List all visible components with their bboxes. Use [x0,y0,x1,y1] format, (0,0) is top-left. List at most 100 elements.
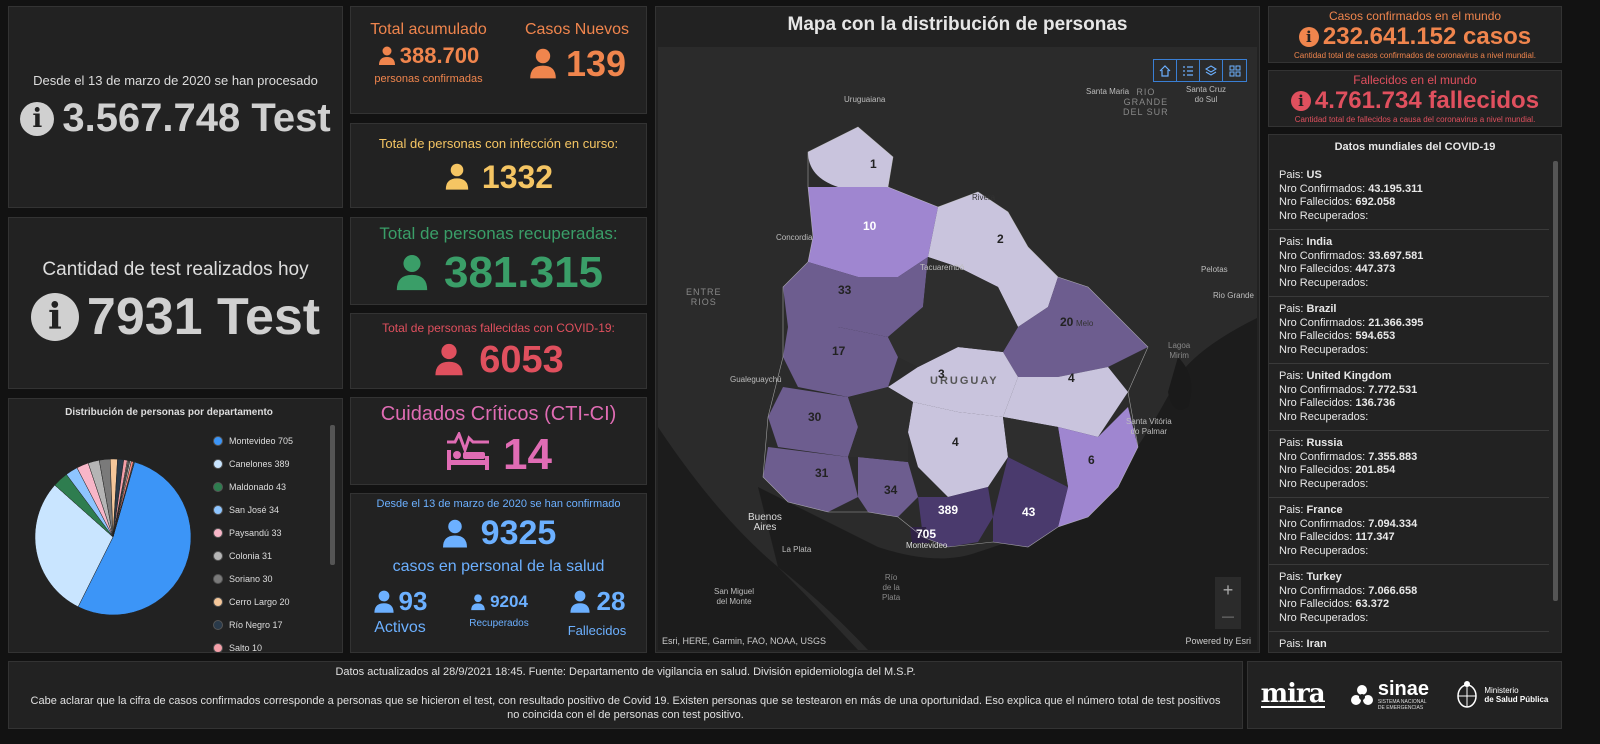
dept-value-san-jose: 34 [884,483,898,497]
place-uruguaiana: Uruguaiana [844,95,886,104]
world-deaths-value: Nro Fallecidos: 136.736 [1279,397,1396,409]
legend-label: Salto 10 [229,642,263,653]
cti-panel: Cuidados Críticos (CTI-CI) 14 [350,397,647,485]
legend-item[interactable]: Río Negro 17 [213,613,325,636]
legend-item[interactable]: Salto 10 [213,636,325,653]
legend-item[interactable]: Canelones 389 [213,452,325,475]
legend-swatch [213,504,223,515]
world-recovered-value: Nro Recuperados: [1279,544,1369,557]
pie-title: Distribución de personas por departament… [65,407,273,418]
dept-value-cerro-largo: 20 [1060,315,1074,329]
pie-slice-canelones[interactable] [34,484,114,608]
world-list-panel: Datos mundiales del COVID-19 Pais: US Nro… [1268,134,1562,653]
place-entre-rios: ENTRE RIOS [686,287,722,307]
dept-montevideo [910,527,930,543]
deaths-value: 6053 [479,338,564,381]
place-san-miguel: San Miguel del Monte [714,587,755,606]
dept-durazno [888,347,1018,417]
basemap-gallery-icon[interactable] [1223,60,1246,81]
world-list[interactable]: Pais: US Nro Confirmados: 43.195.311 Nro F… [1269,163,1549,652]
pie-slice-montevideo[interactable] [77,461,192,616]
map-attribution[interactable]: Esri, HERE, Garmin, FAO, NOAA, USGS [662,636,827,646]
legend-item[interactable]: Soriano 30 [213,567,325,590]
dept-value-artigas: 1 [870,157,877,171]
hospital-bed-icon [445,430,491,477]
world-list-scrollbar[interactable] [1553,161,1558,601]
place-montevideo: Montevideo [906,541,948,550]
world-recovered-value: Nro Recuperados: [1279,209,1369,222]
health-staff-panel: Desde el 13 de marzo de 2020 se han conf… [350,493,647,653]
world-deaths-value: Nro Fallecidos: 447.373 [1279,263,1396,275]
world-list-item[interactable]: Pais: Turkey Nro Confirmados: 7.066.658 Nr… [1269,565,1549,632]
world-deaths-panel: Fallecidos en el mundo i 4.761.734 falle… [1268,70,1562,127]
legend-label: Maldonado 43 [229,481,287,492]
dept-value-paysandu: 33 [838,283,852,297]
active-value: 1332 [481,158,554,195]
legend-swatch [213,596,223,607]
place-rio-de-la-plata: Río de la Plata [882,573,901,602]
health-total-value: 9325 [480,514,557,552]
legend-swatch [213,573,223,584]
info-icon: i [30,293,79,341]
place-gualeguaychu: Gualeguaychú [730,375,782,384]
dept-value-treinta-y-tres: 4 [1068,371,1075,385]
health-since-label: Desde el 13 de marzo de 2020 se han conf… [376,498,621,510]
country-label: URUGUAY [930,375,999,387]
legend-item[interactable]: Cerro Largo 20 [213,590,325,613]
home-icon[interactable] [1154,60,1177,81]
legend-label: Río Negro 17 [229,619,283,630]
health-sub-label: casos en personal de la salud [392,558,605,575]
legend-swatch [213,642,223,652]
place-la-plata: La Plata [782,545,812,554]
map-panel: Mapa con la distribución de personas [655,6,1260,653]
zoom-in-button[interactable]: + [1215,577,1241,603]
dept-value-durazno: 3 [938,367,945,381]
new-cases-value: 139 [565,43,627,84]
legend-label: Montevideo 705 [229,435,294,446]
zoom-out-button[interactable]: — [1215,603,1241,629]
dept-rocha [1058,407,1138,527]
world-list-item[interactable]: Pais: Russia Nro Confirmados: 7.355.883 Nr… [1269,431,1549,498]
legend-item[interactable]: San José 34 [213,498,325,521]
world-country-name: Pais: India [1279,236,1333,248]
map-view[interactable]: Uruguaiana Santa Maria RIO GRANDE DEL SU… [658,47,1257,650]
powered-by-esri[interactable]: Powered by Esri [1185,636,1251,646]
legend-item[interactable]: Maldonado 43 [213,475,325,498]
person-icon [433,343,465,377]
footer-panel: Datos actualizados al 28/9/2021 18:45. F… [8,661,1243,729]
world-list-title: Datos mundiales del COVID-19 [1334,141,1496,153]
legend-icon[interactable] [1177,60,1200,81]
world-country-name: Pais: Brazil [1279,303,1337,315]
dept-canelones [918,487,993,547]
world-recovered-value: Nro Recuperados: [1279,276,1369,289]
world-recovered-value: Nro Recuperados: [1279,477,1369,490]
world-list-item[interactable]: Pais: India Nro Confirmados: 33.697.581 Nr… [1269,230,1549,297]
legend-item[interactable]: Paysandú 33 [213,521,325,544]
tests-total-value: 3.567.748 Test [62,96,331,140]
pie-slice-artigas[interactable] [112,461,135,538]
dept-salto [808,187,938,277]
world-confirmed-value: Nro Confirmados: 5.559.691 [1279,652,1539,653]
world-list-item[interactable]: Pais: Brazil Nro Confirmados: 21.366.395 N… [1269,297,1549,364]
legend-label: Canelones 389 [229,458,290,469]
world-list-item[interactable]: Pais: IranNro Confirmados: 5.559.691Nro … [1269,632,1549,652]
tests-today-label: Cantidad de test realizados hoy [42,259,309,280]
world-confirmed-panel: Casos confirmados en el mundo i 232.641.… [1268,6,1562,63]
place-pelotas: Pelotas [1201,265,1228,274]
layers-icon[interactable] [1200,60,1223,81]
legend-item[interactable]: Montevideo 705 [213,429,325,452]
legend-label: Soriano 30 [229,573,273,584]
map-canvas [658,126,1257,650]
world-deaths-value: Nro Fallecidos: 117.347 [1279,531,1395,543]
world-list-item[interactable]: Pais: United Kingdom Nro Confirmados: 7.7… [1269,364,1549,431]
coat-of-arms-icon [1457,681,1478,708]
legend-item[interactable]: Colonia 31 [213,544,325,567]
legend-scrollbar[interactable] [330,425,335,565]
world-list-item[interactable]: Pais: France Nro Confirmados: 7.094.334 Nr… [1269,498,1549,565]
dept-value-rivera: 2 [997,232,1004,246]
map-title: Mapa con la distribución de personas [787,14,1128,35]
world-list-item[interactable]: Pais: US Nro Confirmados: 43.195.311 Nro F… [1269,163,1549,230]
world-recovered-value: Nro Recuperados: [1279,343,1369,356]
recovered-value: 381.315 [443,248,604,297]
dept-treinta-y-tres [1003,367,1128,437]
